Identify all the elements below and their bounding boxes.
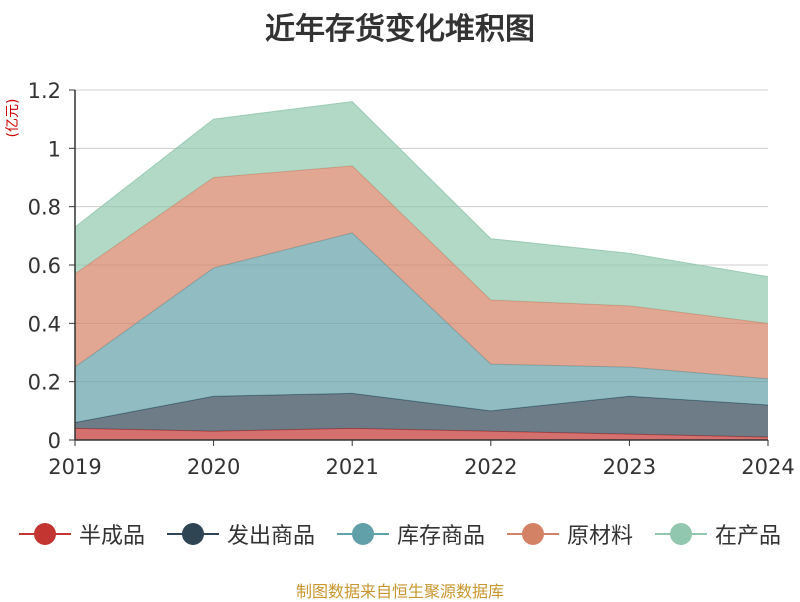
area-series-layer — [74, 101, 769, 440]
x-tick-label: 2024 — [741, 455, 794, 479]
legend-item-3[interactable]: 库存商品 — [336, 518, 485, 550]
legend-label: 半成品 — [78, 524, 145, 549]
legend-item-1[interactable]: 半成品 — [18, 518, 145, 550]
legend-label: 在产品 — [715, 524, 782, 549]
y-tick-label: 1 — [48, 137, 61, 161]
tick-labels: 0 0.2 0.4 0.6 0.8 1 1.2 2019 2020 2021 2022 2023 202… — [28, 79, 795, 479]
legend-item-4[interactable]: 原材料 — [507, 518, 633, 550]
legend-marker-icon — [655, 522, 708, 546]
source-note: 制图数据来自恒生聚源数据库 — [295, 582, 504, 601]
x-tick-label: 2022 — [464, 455, 517, 479]
legend-marker-icon — [336, 522, 389, 546]
chart-legend: 半成品 发出商品 库存商品 原材料 在产品 — [0, 516, 800, 552]
x-tick-label: 2020 — [187, 455, 240, 479]
y-tick-label: 1.2 — [28, 79, 61, 103]
y-tick-label: 0 — [48, 429, 61, 453]
area-series-4 — [75, 165, 768, 379]
x-tick-label: 2019 — [48, 455, 101, 479]
x-tick-label: 2021 — [325, 455, 378, 479]
area-series-top-line-5 — [74, 101, 769, 278]
y-tick-label: 0.4 — [28, 312, 61, 336]
y-tick-label: 0.2 — [28, 371, 61, 395]
area-series-5 — [75, 101, 768, 324]
legend-label: 原材料 — [567, 524, 634, 549]
legend-label: 库存商品 — [396, 524, 485, 549]
legend-marker-icon — [507, 522, 559, 546]
legend-item-5[interactable]: 在产品 — [655, 518, 781, 550]
x-tick-label: 2023 — [603, 455, 656, 479]
legend-label: 发出商品 — [226, 524, 315, 549]
legend-marker-icon — [166, 522, 219, 546]
legend-marker-icon — [18, 522, 71, 546]
legend-item-2[interactable]: 发出商品 — [166, 518, 315, 550]
y-axis-title: (亿元) — [5, 99, 21, 138]
chart-title: 近年存货变化堆积图 — [265, 12, 535, 47]
area-series-1 — [75, 428, 768, 440]
area-series-2 — [75, 393, 768, 438]
area-series-3 — [75, 232, 768, 423]
y-tick-label: 0.8 — [28, 196, 61, 220]
y-tick-label: 0.6 — [28, 254, 61, 278]
